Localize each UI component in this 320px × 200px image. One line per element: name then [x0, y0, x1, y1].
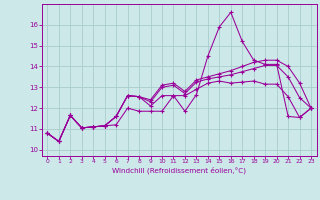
X-axis label: Windchill (Refroidissement éolien,°C): Windchill (Refroidissement éolien,°C)	[112, 167, 246, 174]
